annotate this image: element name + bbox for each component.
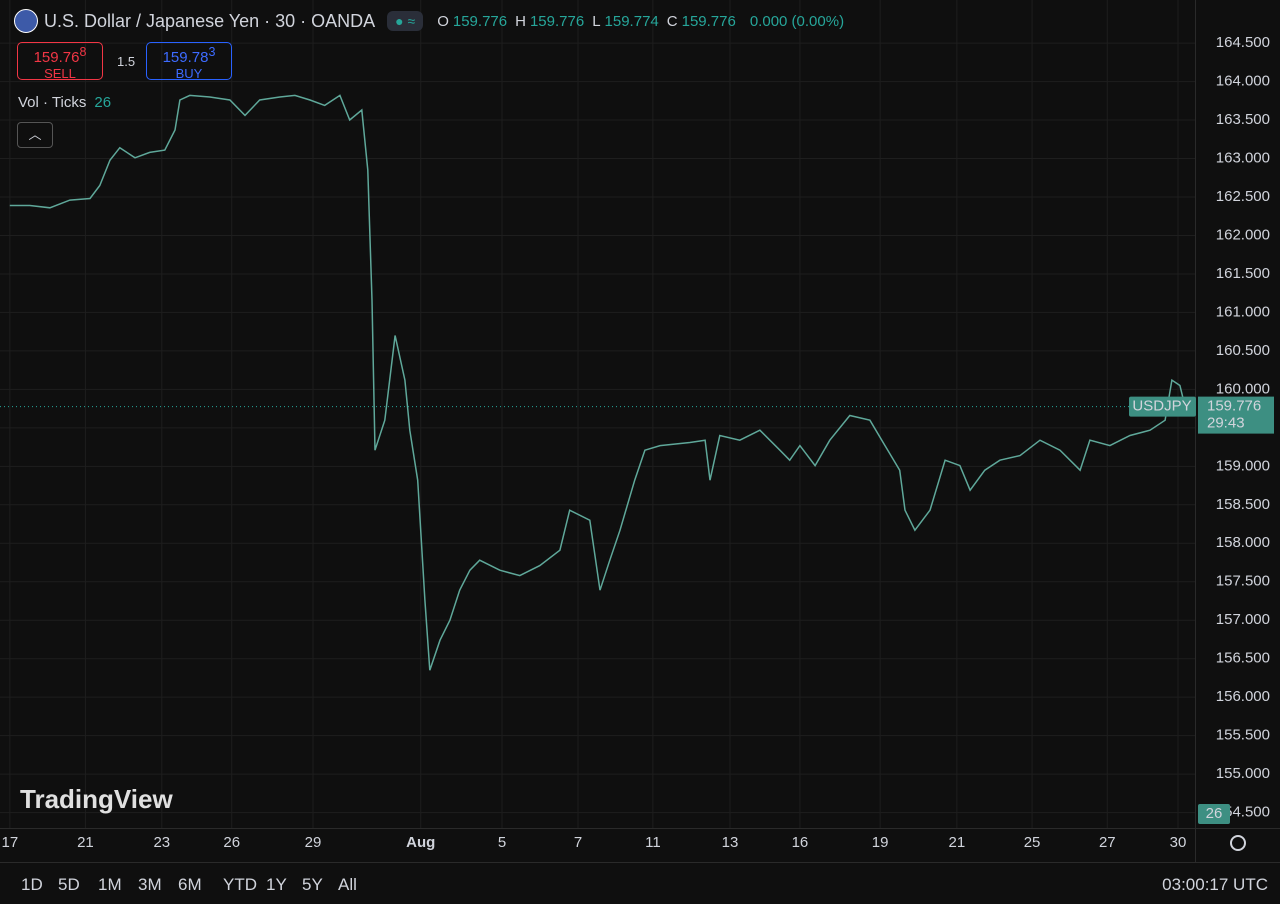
plot-area xyxy=(0,0,1195,828)
x-tick-label: 19 xyxy=(872,834,889,851)
x-tick-label: 25 xyxy=(1024,834,1041,851)
y-tick-label: 155.500 xyxy=(1216,727,1270,744)
volume-value: 26 xyxy=(94,94,112,111)
y-tick-label: 157.000 xyxy=(1216,611,1270,628)
y-tick-label: 161.500 xyxy=(1216,265,1270,282)
collapse-button[interactable]: ︿ xyxy=(17,122,53,148)
volume-legend: Vol · Ticks 26 xyxy=(18,94,111,111)
ohlc-value: 159.776 xyxy=(529,12,585,30)
status-pill[interactable]: ● ≈ xyxy=(387,11,424,31)
range-button[interactable]: YTD xyxy=(223,875,257,894)
y-tick-label: 160.000 xyxy=(1216,380,1270,397)
x-tick-label: 30 xyxy=(1170,834,1187,851)
clock[interactable]: 03:00:17 UTC xyxy=(1162,875,1268,894)
buy-button[interactable]: 159.783 BUY xyxy=(146,42,232,81)
symbol-tag-label: USDJPY xyxy=(1132,398,1191,415)
ohlc-key: O xyxy=(437,12,449,30)
sell-pip: 8 xyxy=(79,45,87,59)
y-tick-label: 161.000 xyxy=(1216,303,1270,320)
range-button[interactable]: 1Y xyxy=(266,875,287,894)
sell-price-main: 159.76 xyxy=(33,49,80,66)
x-tick-label: 17 xyxy=(1,834,18,851)
y-tick-label: 158.500 xyxy=(1216,496,1270,513)
x-tick-label: 29 xyxy=(305,834,322,851)
x-tick-label: Aug xyxy=(406,834,435,851)
chart: 154.500155.000155.500156.000156.500157.0… xyxy=(0,0,1280,862)
sell-button[interactable]: 159.768 SELL xyxy=(17,42,103,81)
x-tick-label: 16 xyxy=(792,834,809,851)
bottom-toolbar: 03:00:17 UTC 1D 5D 1M 3M 6M YTD 1Y 5Y All xyxy=(0,862,1280,904)
y-tick-label: 160.500 xyxy=(1216,342,1270,359)
settings-icon xyxy=(1230,835,1246,851)
price-tag xyxy=(1198,396,1274,434)
x-tick-label: 27 xyxy=(1099,834,1116,851)
x-tick-label: 13 xyxy=(722,834,739,851)
y-tick-label: 157.500 xyxy=(1216,573,1270,590)
y-tick-label: 162.500 xyxy=(1216,188,1270,205)
ohlc-key: L xyxy=(592,12,601,30)
ohlc-key: C xyxy=(666,12,678,30)
ohlc: O 159.776 H 159.776 L 159.774 C 159.776 xyxy=(433,13,736,30)
symbol-tag xyxy=(1129,396,1196,417)
buy-price-main: 159.78 xyxy=(162,49,209,66)
range-button[interactable]: 3M xyxy=(138,875,162,894)
x-tick-label: 11 xyxy=(645,834,661,851)
y-tick-label: 156.500 xyxy=(1216,650,1270,667)
y-tick-label: 155.000 xyxy=(1216,765,1270,782)
range-button[interactable]: 5Y xyxy=(302,875,323,894)
x-tick-label: 5 xyxy=(498,834,506,851)
header: U.S. Dollar / Japanese Yen · 30 · OANDA … xyxy=(14,8,844,34)
y-tick-label: 158.000 xyxy=(1216,534,1270,551)
volume-label: Vol · Ticks xyxy=(18,94,87,111)
x-tick-label: 23 xyxy=(153,834,170,851)
buy-price: 159.783 xyxy=(147,45,231,66)
y-tick-label: 162.000 xyxy=(1216,226,1270,243)
buy-pip: 3 xyxy=(208,45,216,59)
volume-badge xyxy=(1198,804,1230,824)
sell-label: SELL xyxy=(44,66,76,81)
range-button[interactable]: 6M xyxy=(178,875,202,894)
range-button[interactable]: All xyxy=(338,875,357,894)
ohlc-value: 159.776 xyxy=(452,12,508,30)
x-tick-label: 7 xyxy=(574,834,582,851)
y-tick-label: 164.500 xyxy=(1216,34,1270,51)
x-tick-label: 21 xyxy=(77,834,94,851)
y-tick-label: 164.000 xyxy=(1216,73,1270,90)
flag-icon xyxy=(14,9,38,33)
buy-label: BUY xyxy=(175,66,203,81)
ohlc-value: 159.774 xyxy=(604,12,659,30)
countdown: 29:43 xyxy=(1207,415,1245,432)
ohlc-value: 159.776 xyxy=(681,12,736,30)
range-button[interactable]: 5D xyxy=(58,875,80,894)
price-tag-label: 159.776 xyxy=(1207,398,1261,415)
x-tick-label: 21 xyxy=(948,834,965,851)
y-tick-label: 159.000 xyxy=(1216,457,1270,474)
volume-badge-label: 26 xyxy=(1206,805,1223,822)
price-line xyxy=(9,94,1186,671)
range-button[interactable]: 1D xyxy=(21,875,43,894)
range-button[interactable]: 1M xyxy=(98,875,122,894)
y-tick-label: 156.000 xyxy=(1216,688,1270,705)
watermark: TradingView xyxy=(20,784,173,814)
x-tick-label: 26 xyxy=(223,834,240,851)
sell-price: 159.768 xyxy=(18,45,102,66)
y-tick-label: 163.000 xyxy=(1216,149,1270,166)
y-tick-label: 163.500 xyxy=(1216,111,1270,128)
symbol[interactable]: U.S. Dollar / Japanese Yen · 30 · OANDA xyxy=(44,10,376,31)
change: 0.000 (0.00%) xyxy=(749,12,845,30)
spread: 1.5 xyxy=(117,54,136,69)
ohlc-key: H xyxy=(515,12,526,30)
